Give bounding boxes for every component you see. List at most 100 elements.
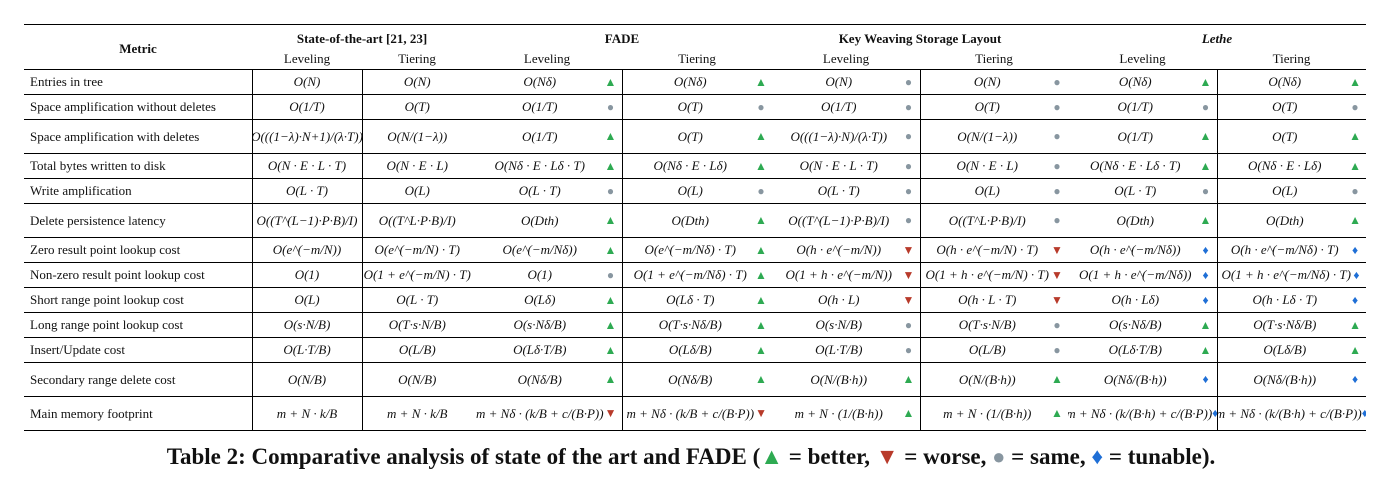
table-cell: O(s·N/B)	[251, 312, 362, 338]
tunable-marker-icon: ♦	[1202, 267, 1209, 282]
complexity-expression: O(Lδ/B)	[668, 342, 712, 357]
table-body: Entries in tree O(N) O(N) O(Nδ) ▲ O(Nδ) ▲ O(N) ●…	[24, 69, 1367, 431]
better-marker-icon: ▲	[755, 242, 767, 257]
complexity-expression: O(T)	[677, 128, 703, 144]
cell-content: O(e^(−m/N) · T)	[367, 242, 469, 258]
table-cell: O(L) ●	[919, 178, 1068, 204]
cell-content: O(L · T) ●	[1072, 183, 1213, 199]
complexity-expression: O(T·s·Nδ/B)	[1253, 317, 1317, 332]
caption-better: = better,	[783, 444, 876, 469]
caption-tunable: = tunable).	[1103, 444, 1216, 469]
cell-content: O(T·s·Nδ/B) ▲	[1222, 317, 1363, 333]
cell-content: O(1)	[257, 267, 358, 283]
cell-content: O(N · E · L · T) ●	[776, 158, 916, 174]
table-cell: m + N · (1/(B·h)) ▲	[772, 397, 920, 431]
cell-content: O(N/(B·h)) ▲	[925, 372, 1065, 388]
table-cell: O(N)	[361, 69, 472, 95]
complexity-expression: O(N/(1−λ))	[957, 128, 1018, 144]
tunable-marker-icon: ♦	[1202, 242, 1209, 257]
complexity-expression: O(Lδ·T/B)	[513, 342, 567, 357]
complexity-expression: O(Nδ)	[1268, 74, 1302, 89]
table-cell: O(Dth) ▲	[621, 203, 772, 238]
same-marker-icon: ●	[1351, 183, 1359, 198]
table-cell: O(Lδ · T) ▲	[621, 287, 772, 313]
better-marker-icon: ▲	[902, 372, 915, 386]
tunable-marker-icon: ♦	[1351, 372, 1359, 386]
complexity-expression: O(L · T)	[285, 183, 329, 198]
cell-content: O(L) ●	[1222, 183, 1363, 199]
complexity-expression: O(Dth)	[1265, 212, 1304, 228]
header-group-lethe: Lethe	[1068, 24, 1367, 49]
complexity-expression: O(T)	[1272, 99, 1298, 114]
cell-content: O(L·T/B) ●	[776, 342, 916, 358]
cell-content: m + N · (1/(B·h)) ▲	[925, 406, 1065, 422]
cell-content: m + N · (1/(B·h)) ▲	[776, 406, 916, 422]
complexity-expression: O(T)	[404, 99, 430, 114]
better-marker-icon: ▲	[755, 342, 767, 357]
cell-content: O(L/B) ●	[925, 342, 1065, 358]
cell-content: O(Dth) ▲	[1072, 213, 1213, 229]
table-cell: O(Lδ/B) ▲	[1216, 337, 1367, 363]
complexity-expression: O(L · T)	[1114, 183, 1157, 198]
cell-content: O(N/(1−λ))	[367, 129, 469, 145]
cell-content: O(T) ●	[627, 99, 769, 115]
better-marker-icon: ▲	[755, 158, 767, 173]
complexity-expression: O(Nδ)	[523, 74, 557, 89]
complexity-expression: O(L)	[974, 183, 1000, 198]
cell-content: O(T·s·N/B) ●	[925, 317, 1065, 333]
cell-content: O(L · T) ●	[776, 183, 916, 199]
metric-label: Space amplification with deletes	[30, 128, 200, 144]
cell-content: O(1 + h · e^(−m/Nδ) · T) ♦	[1222, 267, 1363, 283]
cell-content: O(((1−λ)·N)/(λ·T)) ●	[776, 129, 916, 145]
same-marker-icon: ●	[1201, 99, 1210, 114]
table-cell: O(T·s·N/B)	[361, 312, 472, 338]
cell-content: O(Lδ · T) ▲	[627, 292, 769, 308]
complexity-expression: O(N)	[973, 74, 1001, 89]
complexity-expression: O(L · T)	[396, 292, 439, 307]
cell-content: O(s·N/B) ●	[776, 317, 916, 333]
same-marker-icon: ●	[1053, 342, 1061, 357]
cell-content: O(T) ▲	[627, 129, 769, 145]
table-cell: O(e^(−m/N))	[251, 237, 362, 263]
table-cell: O(e^(−m/N) · T)	[361, 237, 472, 263]
table-cell: O(h · Lδ) ♦	[1068, 288, 1217, 313]
complexity-expression: O(Lδ·T/B)	[1108, 342, 1162, 357]
complexity-expression: O(1 + e^(−m/Nδ) · T)	[633, 267, 747, 282]
header-sub-tiering: Tiering	[1217, 49, 1367, 70]
metric-label: Delete persistence latency	[30, 212, 166, 228]
tunable-marker-icon: ♦	[1351, 292, 1359, 307]
table-cell: O(L)	[361, 178, 472, 204]
complexity-expression: O(N · E · L · T)	[799, 158, 878, 173]
table-cell: O(1 + h · e^(−m/N)) ▼	[772, 263, 920, 288]
worse-marker-icon: ▼	[755, 406, 767, 420]
header-group-sota: State-of-the-art [21, 23]	[252, 24, 472, 49]
complexity-expression: O(N · E · L · T)	[267, 158, 347, 173]
cell-content: O(Nδ) ▲	[476, 74, 618, 90]
table-cell: O((T^L·P·B)/I) ●	[919, 203, 1068, 238]
better-marker-icon: ▲	[1199, 158, 1212, 173]
cell-content: O(L)	[367, 183, 469, 199]
table-cell: O(h · e^(−m/Nδ) · T) ♦	[1216, 237, 1367, 263]
table-cell: O(T·s·Nδ/B) ▲	[621, 312, 772, 338]
complexity-expression: O(1/T)	[522, 99, 558, 114]
better-marker-icon: ▲	[1349, 317, 1361, 332]
table-cell: O(((1−λ)·N)/(λ·T)) ●	[772, 120, 920, 154]
same-marker-icon: ●	[1201, 183, 1210, 198]
cell-content: O(N) ●	[776, 74, 916, 90]
complexity-expression: O(1 + h · e^(−m/N) · T)	[925, 267, 1049, 282]
cell-content: O((T^(L−1)·P·B)/I)	[257, 213, 358, 229]
better-marker-icon: ▲	[604, 342, 617, 357]
table-cell: O(Lδ·T/B) ▲	[472, 338, 622, 363]
complexity-expression: O(1)	[294, 267, 320, 282]
comparison-table-container: Metric State-of-the-art [21, 23] FADE Ke…	[24, 24, 1367, 431]
better-marker-icon: ▲	[1349, 342, 1361, 357]
metric-label: Entries in tree	[30, 74, 103, 89]
cell-content: O(e^(−m/Nδ) · T) ▲	[627, 242, 769, 258]
cell-content: O(L · T)	[367, 292, 469, 308]
metric-label: Total bytes written to disk	[30, 158, 166, 173]
complexity-expression: m + Nδ · (k/(B·h) + c/(B·P))	[1217, 405, 1362, 421]
table-cell: m + Nδ · (k/B + c/(B·P)) ▼	[472, 397, 622, 431]
complexity-expression: O(Nδ · E · Lδ · T)	[494, 158, 585, 173]
cell-content: O(h · e^(−m/Nδ)) ♦	[1072, 242, 1213, 258]
cell-content: O(Dth) ▲	[1222, 213, 1363, 229]
